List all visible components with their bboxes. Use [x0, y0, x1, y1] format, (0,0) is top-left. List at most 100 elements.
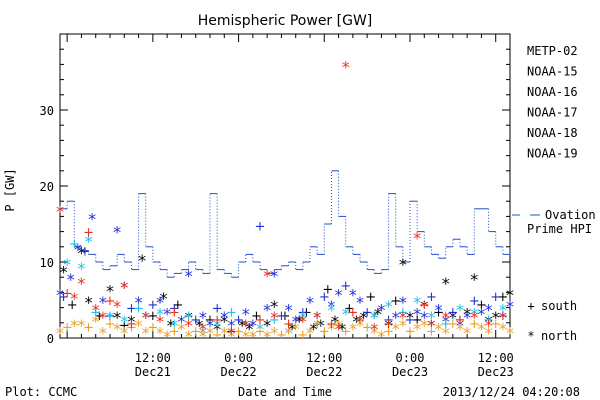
data-point: *: [456, 316, 464, 335]
data-point: *: [285, 301, 293, 320]
y-axis-label: P [GW]: [3, 168, 17, 211]
data-point: *: [349, 285, 357, 304]
data-point: +: [433, 305, 444, 320]
data-point: *: [263, 266, 271, 285]
data-point: +: [326, 317, 337, 332]
x-tick-time-label: 0:00: [224, 351, 253, 365]
data-point: +: [319, 290, 330, 305]
data-point: *: [285, 323, 293, 342]
x-tick-time-label: 12:00: [135, 351, 171, 365]
data-point: *: [160, 289, 168, 308]
data-point: *: [360, 308, 368, 327]
data-point: *: [106, 282, 114, 301]
data-point: +: [190, 324, 201, 339]
data-point: +: [397, 305, 408, 320]
data-point: *: [456, 301, 464, 320]
y-tick-label: 0: [47, 332, 54, 346]
data-point: *: [242, 316, 250, 335]
data-point: +: [476, 298, 487, 313]
data-point: *: [385, 316, 393, 335]
data-point: *: [220, 312, 228, 331]
data-point: *: [185, 316, 193, 335]
data-point: *: [499, 320, 507, 339]
data-point: *: [156, 312, 164, 331]
plot-credit: Plot: CCMC: [5, 385, 77, 399]
data-point: *: [142, 323, 150, 342]
data-point: *: [310, 320, 318, 339]
data-point: *: [313, 308, 321, 327]
data-point: +: [440, 317, 451, 332]
data-point: *: [342, 57, 350, 76]
data-point: *: [238, 316, 246, 335]
data-point: +: [312, 317, 323, 332]
data-point: *: [335, 320, 343, 339]
data-point: *: [370, 308, 378, 327]
legend-entry: NOAA-15: [527, 65, 578, 79]
data-point: +: [169, 302, 180, 317]
legend-entry: NOAA-18: [527, 126, 578, 140]
data-point: *: [199, 308, 207, 327]
data-point: +: [347, 305, 358, 320]
data-point: *: [227, 327, 235, 346]
data-point: *: [335, 285, 343, 304]
data-point: *: [185, 327, 193, 346]
data-point: *: [377, 301, 385, 320]
data-point: +: [255, 324, 266, 339]
data-point: +: [83, 321, 94, 336]
data-point: *: [477, 304, 485, 323]
marker-symbol: +: [527, 299, 534, 313]
ovation-prime-hpi-line: [60, 170, 511, 278]
data-point: +: [269, 313, 280, 328]
marker-legend: + south * north: [527, 299, 577, 343]
data-point: *: [406, 308, 414, 327]
data-point: +: [469, 294, 480, 309]
data-point: *: [370, 323, 378, 342]
data-point: *: [88, 209, 96, 228]
data-point: +: [94, 309, 105, 324]
data-point: *: [506, 297, 514, 316]
data-point: *: [56, 285, 64, 304]
data-point: *: [327, 297, 335, 316]
data-point: *: [242, 304, 250, 323]
data-point: *: [135, 293, 143, 312]
data-point: +: [276, 328, 287, 343]
data-point: *: [263, 316, 271, 335]
data-point: *: [485, 312, 493, 331]
data-point: *: [199, 323, 207, 342]
data-point: +: [497, 309, 508, 324]
data-point: +: [340, 279, 351, 294]
data-point: +: [105, 317, 116, 332]
y-tick-label: 30: [40, 104, 54, 118]
data-point: +: [340, 324, 351, 339]
data-point: +: [119, 318, 130, 333]
data-point: *: [463, 323, 471, 342]
data-point: +: [412, 313, 423, 328]
data-point: +: [205, 313, 216, 328]
data-point: *: [377, 327, 385, 346]
data-point: *: [356, 316, 364, 335]
data-point: +: [126, 302, 137, 317]
data-point: *: [370, 320, 378, 339]
data-point: *: [135, 316, 143, 335]
data-point: *: [74, 240, 82, 259]
data-point: *: [413, 320, 421, 339]
data-point: *: [270, 323, 278, 342]
data-point: *: [292, 312, 300, 331]
data-point: +: [226, 305, 237, 320]
data-point: *: [85, 293, 93, 312]
x-axis-label: Date and Time: [238, 385, 332, 399]
data-point: +: [362, 305, 373, 320]
data-point: +: [455, 313, 466, 328]
data-point: *: [270, 297, 278, 316]
data-point: +: [67, 298, 78, 313]
data-point: *: [399, 308, 407, 327]
data-point: *: [420, 308, 428, 327]
data-point: *: [352, 312, 360, 331]
data-point: *: [392, 308, 400, 327]
data-point: +: [297, 328, 308, 343]
data-point: *: [120, 278, 128, 297]
data-point: +: [255, 220, 266, 235]
data-point: +: [80, 245, 91, 260]
data-point: +: [147, 309, 158, 324]
data-point: *: [435, 301, 443, 320]
